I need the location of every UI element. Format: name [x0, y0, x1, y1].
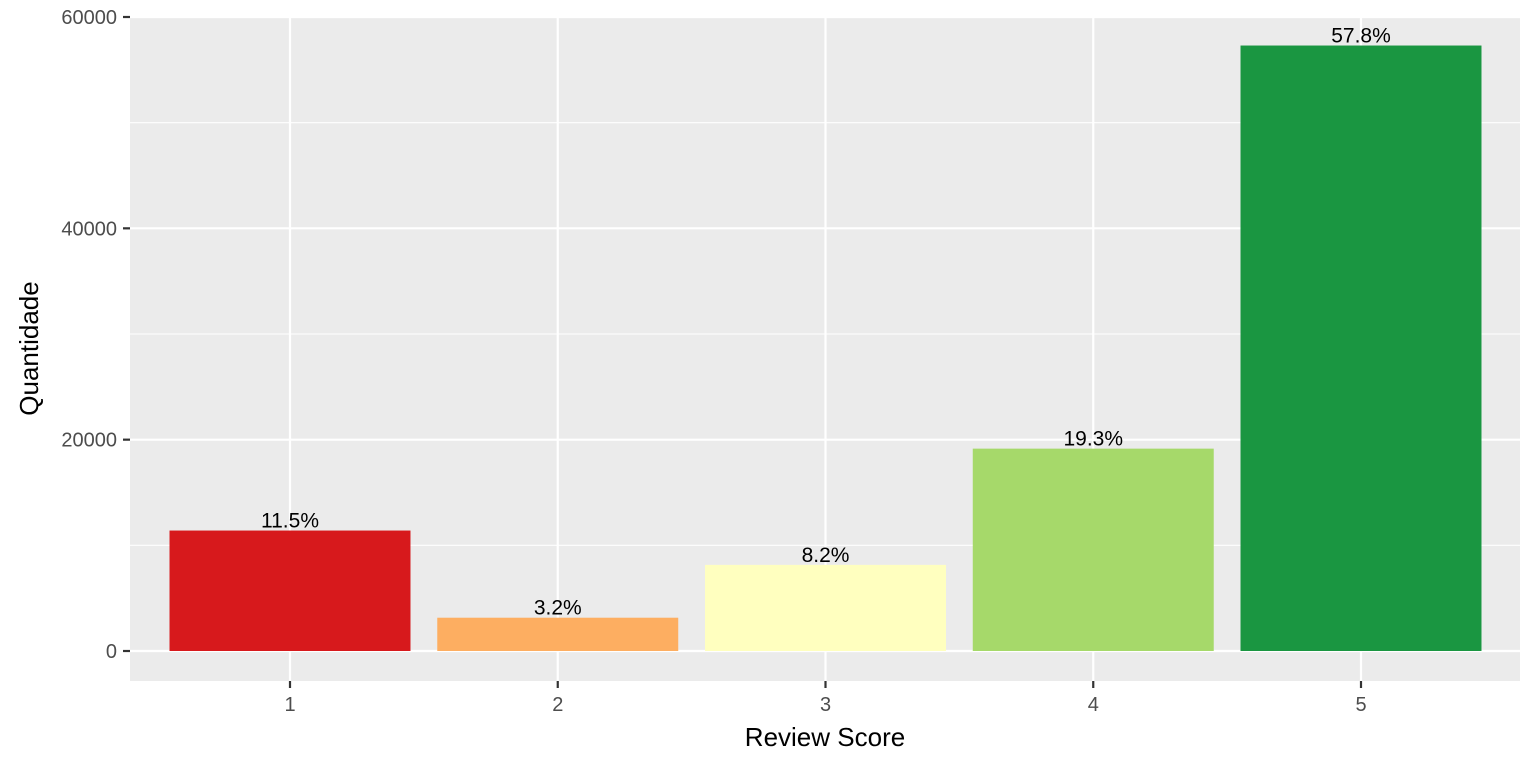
y-tick-label: 0: [106, 641, 117, 663]
y-tick-label: 40000: [61, 218, 117, 240]
y-axis-title: Quantidade: [14, 281, 44, 415]
data-label-1: 11.5%: [261, 510, 319, 533]
x-axis-title: Review Score: [745, 722, 905, 752]
bar-5: [1240, 45, 1482, 651]
data-label-4: 19.3%: [1063, 428, 1123, 451]
bars: [169, 45, 1482, 651]
x-tick-label: 2: [552, 694, 563, 716]
data-label-2: 3.2%: [534, 597, 582, 620]
bar-4: [972, 448, 1214, 651]
bar-3: [705, 564, 946, 651]
x-tick-label: 4: [1088, 694, 1099, 716]
bar-2: [437, 617, 679, 651]
data-label-5: 57.8%: [1331, 25, 1391, 48]
x-axis: 1 2 3 4 5: [284, 681, 1367, 716]
bar-1: [169, 530, 411, 651]
y-axis: 0 20000 40000 60000: [61, 7, 130, 663]
data-label-3: 8.2%: [802, 544, 850, 567]
x-tick-label: 5: [1355, 694, 1366, 716]
data-labels: 11.5% 3.2% 8.2% 19.3% 57.8%: [261, 25, 1391, 620]
x-tick-label: 1: [284, 694, 295, 716]
x-tick-label: 3: [820, 694, 831, 716]
y-tick-label: 60000: [61, 7, 117, 29]
y-tick-label: 20000: [61, 430, 117, 452]
